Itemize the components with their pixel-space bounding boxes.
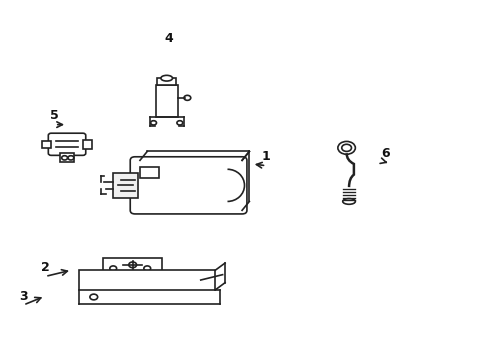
Ellipse shape: [128, 262, 136, 268]
Text: 3: 3: [19, 289, 27, 303]
Text: 1: 1: [262, 150, 270, 163]
Bar: [113, 173, 137, 198]
Ellipse shape: [150, 121, 156, 125]
Ellipse shape: [183, 95, 190, 100]
Ellipse shape: [341, 144, 351, 152]
Ellipse shape: [161, 75, 172, 81]
FancyBboxPatch shape: [130, 157, 246, 214]
Text: 5: 5: [50, 109, 59, 122]
Bar: [156, 85, 177, 117]
Bar: [103, 258, 162, 272]
Ellipse shape: [61, 156, 67, 160]
Bar: [157, 78, 176, 85]
Bar: [140, 167, 159, 178]
Ellipse shape: [337, 141, 355, 154]
Ellipse shape: [177, 121, 183, 125]
Text: 6: 6: [381, 147, 389, 160]
Text: 2: 2: [41, 261, 49, 274]
Bar: [42, 141, 51, 148]
Ellipse shape: [342, 199, 355, 204]
Bar: [79, 270, 215, 290]
Ellipse shape: [90, 294, 98, 300]
Ellipse shape: [110, 266, 116, 271]
Bar: [82, 140, 91, 149]
Bar: [60, 153, 74, 162]
FancyBboxPatch shape: [48, 133, 85, 156]
Ellipse shape: [143, 266, 150, 271]
Ellipse shape: [68, 156, 74, 160]
Text: 4: 4: [164, 32, 173, 45]
